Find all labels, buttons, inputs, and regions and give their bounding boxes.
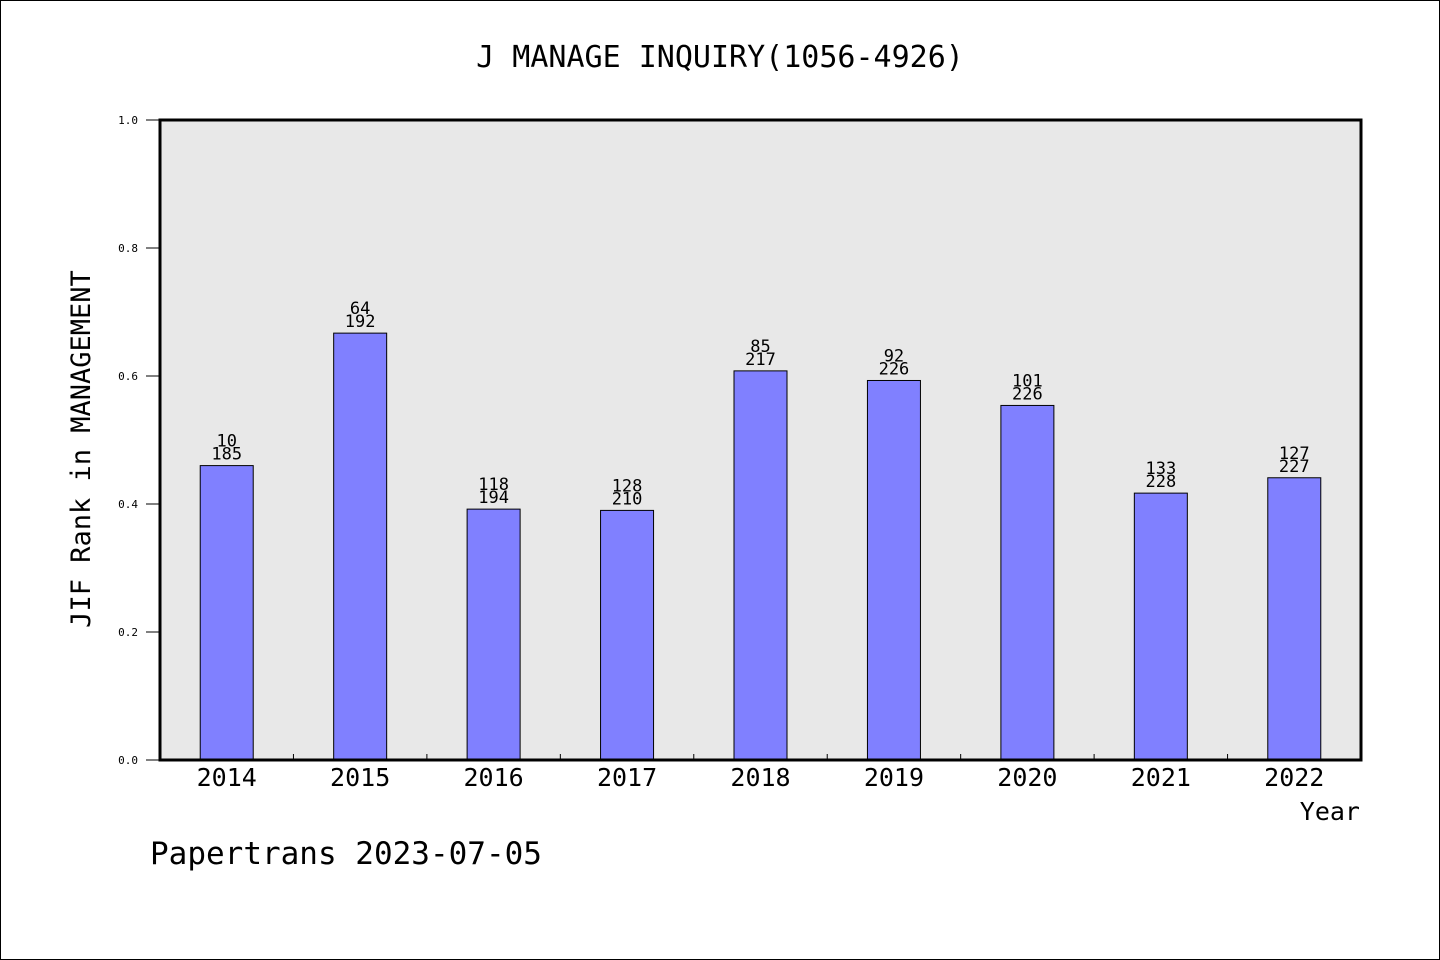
x-tick-label-2014: 2014 — [197, 763, 257, 792]
chart-title: J MANAGE INQUIRY(1056-4926) — [476, 40, 964, 75]
watermark-text: Papertrans 2023-07-05 — [150, 836, 542, 872]
rank-label-2014: 10 — [216, 432, 236, 452]
x-tick-label-2019: 2019 — [864, 763, 924, 792]
total-label-2015: 192 — [345, 312, 376, 332]
bar-2021 — [1133, 492, 1188, 761]
bar-2014 — [199, 465, 254, 761]
total-label-2016: 194 — [478, 488, 509, 508]
total-label-2017: 210 — [612, 489, 643, 509]
total-label-2014: 185 — [211, 445, 242, 465]
y-axis: 0.0 0.2 0.4 0.6 0.8 1.0 — [118, 114, 160, 767]
bar-2020 — [1000, 404, 1055, 761]
x-tick-label-2018: 2018 — [730, 763, 790, 792]
x-tick-label-2016: 2016 — [464, 763, 524, 792]
bar-2016 — [466, 508, 521, 761]
total-label-2018: 217 — [745, 350, 776, 370]
y-tick-label: 0.6 — [118, 370, 138, 383]
total-label-2022: 227 — [1279, 457, 1310, 477]
rank-label-2015: 64 — [350, 299, 370, 319]
y-tick-label: 0.2 — [118, 626, 138, 639]
plot-border — [158, 118, 1363, 762]
bar-series — [199, 332, 1322, 761]
x-tick-label-2017: 2017 — [597, 763, 657, 792]
y-tick-label: 0.8 — [118, 242, 138, 255]
rank-label-2020: 101 — [1012, 371, 1043, 391]
x-tick-label-2020: 2020 — [997, 763, 1057, 792]
total-label-2021: 228 — [1145, 472, 1176, 492]
rank-label-2022: 127 — [1279, 444, 1310, 464]
x-tick-label-2022: 2022 — [1264, 763, 1324, 792]
bar-2017 — [600, 509, 655, 761]
bar-2019 — [866, 379, 921, 761]
bar-2018 — [733, 370, 788, 761]
total-label-2020: 226 — [1012, 384, 1043, 404]
x-tick-labels: 2014 2015 2016 2017 2018 2019 2020 2021 2022 — [197, 763, 1325, 792]
total-label-2019: 226 — [879, 359, 910, 379]
bar-2015 — [333, 332, 388, 761]
rank-label-2017: 128 — [612, 476, 643, 496]
bar-2022 — [1267, 477, 1322, 761]
x-tick-label-2015: 2015 — [330, 763, 390, 792]
x-tick-label-2021: 2021 — [1131, 763, 1191, 792]
y-tick-label: 0.0 — [118, 754, 138, 767]
y-tick-label: 0.4 — [118, 498, 138, 511]
rank-label-2019: 92 — [884, 346, 904, 366]
y-axis-label: JIF Rank in MANAGEMENT — [66, 270, 97, 628]
rank-label-2021: 133 — [1145, 459, 1176, 479]
x-axis-label: Year — [1300, 797, 1360, 826]
y-tick-label: 1.0 — [118, 114, 138, 127]
rank-label-2018: 85 — [750, 337, 770, 357]
rank-label-2016: 118 — [478, 475, 509, 495]
